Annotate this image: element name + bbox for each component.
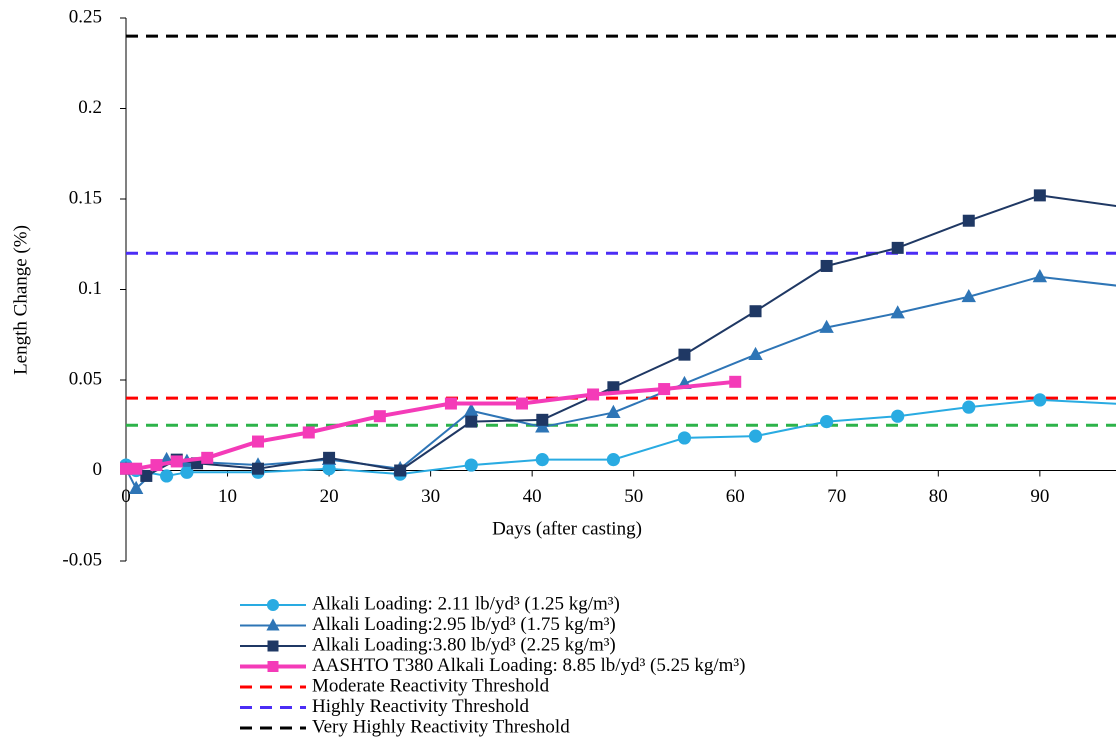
marker [749,305,762,318]
marker [465,415,478,428]
series-line [125,194,1116,477]
marker [373,410,386,423]
marker [267,640,279,652]
x-tick-label: 0 [121,486,131,507]
marker [962,214,975,227]
x-tick-label: 90 [1030,486,1049,507]
y-tick-label: 0.1 [78,278,102,299]
marker [464,402,479,417]
marker [606,453,620,467]
marker [587,388,600,401]
marker [961,288,976,303]
marker [140,469,153,482]
y-tick-label: 0 [93,459,103,480]
x-tick-label: 10 [218,486,237,507]
legend-label: Alkali Loading: 2.11 lb/yd³ (1.25 kg/m³) [312,593,620,614]
marker [444,397,457,410]
marker [890,305,905,319]
x-tick-label: 30 [421,486,440,507]
marker [302,426,315,439]
marker [1033,393,1047,407]
marker [819,319,834,333]
x-axis-title: Days (after casting) [492,518,642,539]
marker [891,409,905,423]
marker [516,397,528,410]
y-tick-label: 0.2 [78,97,102,118]
marker [252,435,264,448]
y-tick-label: 0.05 [69,368,102,389]
marker [729,375,742,388]
marker [678,348,691,361]
marker [160,469,174,483]
y-tick-label: 0.15 [69,187,102,208]
marker [267,661,279,672]
marker [322,462,336,476]
marker [120,462,132,475]
marker [266,598,280,612]
marker [535,419,550,433]
legend-label: Highly Reactivity Threshold [312,696,530,717]
marker [677,431,692,445]
marker [535,453,549,467]
marker [891,241,904,254]
marker [201,451,214,464]
x-tick-label: 60 [726,486,745,507]
marker [170,455,183,468]
legend-label: Alkali Loading:3.80 lb/yd³ (2.25 kg/m³) [312,634,616,655]
y-tick-label: 0.25 [69,6,102,27]
marker [180,465,194,479]
x-tick-label: 70 [827,486,846,507]
marker [658,383,671,396]
plot-area [120,34,1116,494]
x-tick-label: 50 [624,486,643,507]
marker [1033,189,1046,202]
marker [464,458,478,472]
marker [323,451,336,464]
marker [252,462,264,475]
marker [606,404,621,418]
legend-label: AASHTO T380 Alkali Loading: 8.85 lb/yd³ … [312,655,745,676]
marker [536,413,549,426]
marker [820,415,834,429]
marker [820,259,833,272]
marker [394,464,407,477]
y-axis-title: Length Change (%) [10,225,31,375]
x-tick-label: 80 [929,486,948,507]
marker [748,429,763,443]
y-tick-label: -0.05 [62,549,102,570]
marker [962,400,976,414]
x-tick-label: 40 [523,486,542,507]
marker [128,480,144,494]
legend-label: Very Highly Reactivity Threshold [312,716,570,737]
marker [266,618,280,631]
marker [607,381,620,394]
marker [1032,269,1048,283]
legend-label: Alkali Loading:2.95 lb/yd³ (1.75 kg/m³) [312,614,616,635]
legend-label: Moderate Reactivity Threshold [312,675,550,696]
marker [130,462,143,475]
marker [150,459,163,472]
marker [748,346,763,361]
x-tick-label: 20 [320,486,339,507]
